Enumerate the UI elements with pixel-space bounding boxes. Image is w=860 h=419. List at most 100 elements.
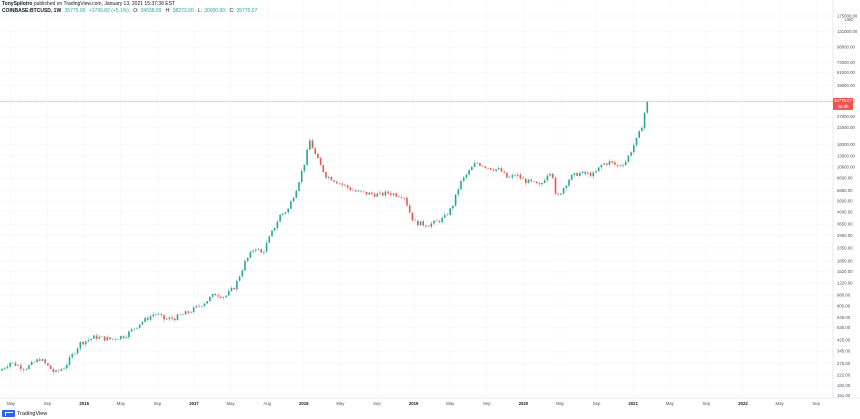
candle	[63, 366, 65, 370]
candle	[381, 191, 384, 197]
ohlc-line: COINBASE:BTCUSD, 1W 35775.00 +1736.82 (+…	[2, 8, 602, 15]
candle	[379, 190, 381, 197]
candle	[487, 167, 489, 170]
candle	[462, 176, 465, 184]
candle	[136, 327, 138, 330]
y-tick-label: 61000.00	[837, 70, 856, 75]
x-tick-label: Sep	[373, 401, 381, 406]
time-axis[interactable]: May Sep 2016 May Sep 2017 May Aug 2018 May Sep 2019…	[7, 401, 821, 406]
candle	[76, 347, 79, 356]
candle	[457, 187, 460, 198]
candle	[228, 288, 230, 297]
candle	[303, 164, 306, 174]
candle	[122, 334, 125, 340]
candle	[236, 279, 238, 292]
candle	[327, 175, 330, 181]
candle	[627, 154, 630, 163]
candle	[149, 313, 152, 322]
candle	[144, 316, 146, 324]
candle	[309, 137, 311, 150]
candle	[271, 229, 273, 238]
candle	[422, 219, 424, 228]
candle	[165, 317, 168, 321]
candle	[476, 161, 478, 165]
candle	[282, 213, 284, 217]
candle	[622, 163, 624, 169]
candle	[446, 212, 449, 216]
candle	[468, 167, 470, 177]
candle	[3, 366, 6, 371]
candle	[400, 194, 403, 200]
candle	[570, 174, 573, 181]
candle	[255, 248, 257, 253]
candle	[354, 189, 357, 193]
candle	[516, 172, 519, 178]
candle	[171, 315, 173, 321]
candle	[595, 168, 597, 173]
tradingview-logo[interactable]: TradingView	[2, 409, 47, 418]
y-tick-label: 74000.00	[837, 60, 856, 65]
candle	[244, 259, 246, 272]
candle	[182, 313, 184, 315]
candle	[441, 216, 443, 225]
symbol-label[interactable]: COINBASE:BTCUSD, 1W	[2, 8, 62, 14]
candle	[187, 310, 190, 315]
candle	[163, 314, 165, 322]
candle	[435, 218, 438, 222]
open-label: O:	[133, 8, 139, 14]
low-label: L:	[198, 8, 203, 14]
candle	[384, 189, 387, 198]
x-tick-label: 2021	[628, 401, 638, 406]
candle	[514, 173, 516, 178]
candle	[300, 168, 303, 185]
candle	[403, 197, 406, 201]
candle	[87, 337, 90, 343]
candle	[66, 362, 68, 371]
candle	[619, 163, 622, 168]
y-tick-label: 10600.00	[837, 164, 856, 169]
candle	[206, 300, 208, 304]
candle	[322, 164, 325, 173]
candle	[525, 177, 527, 186]
candle	[298, 181, 300, 192]
candle	[214, 292, 217, 296]
y-tick-label: 48000.00	[837, 83, 856, 88]
publisher-name[interactable]: TonySpilotro	[2, 1, 33, 7]
candle	[349, 186, 352, 192]
publish-info: published on TradingView.com, January 13…	[32, 1, 175, 7]
candle	[93, 334, 95, 339]
candle	[576, 171, 578, 177]
candle	[484, 165, 487, 170]
y-tick-label: 182.00	[837, 383, 851, 388]
candle	[562, 187, 565, 196]
candle	[130, 327, 133, 333]
candle	[392, 192, 395, 197]
candle	[222, 296, 225, 300]
candle	[33, 360, 36, 363]
candles	[1, 101, 649, 374]
candle	[368, 191, 370, 195]
candle	[157, 311, 160, 316]
candle	[498, 165, 500, 171]
open-value: 34038.09	[140, 8, 162, 14]
candle	[192, 305, 195, 314]
candle	[25, 368, 28, 372]
candle	[338, 182, 341, 186]
y-tick-label: 3650.00	[837, 222, 853, 227]
candle	[117, 338, 119, 340]
candle	[233, 287, 235, 290]
candle	[352, 187, 354, 191]
y-tick-label: 980.00	[837, 293, 851, 298]
candle	[20, 362, 22, 372]
candle	[363, 191, 365, 194]
candle	[506, 172, 508, 178]
candle	[152, 311, 154, 319]
candle	[209, 295, 211, 303]
candle	[265, 240, 268, 253]
candle	[168, 315, 171, 321]
x-tick-label: 2020	[519, 401, 529, 406]
candle	[471, 165, 473, 171]
candle	[633, 142, 635, 155]
price-axis[interactable]: 175000.00 131000.00 98000.00 74000.00 61000.…	[837, 14, 858, 399]
